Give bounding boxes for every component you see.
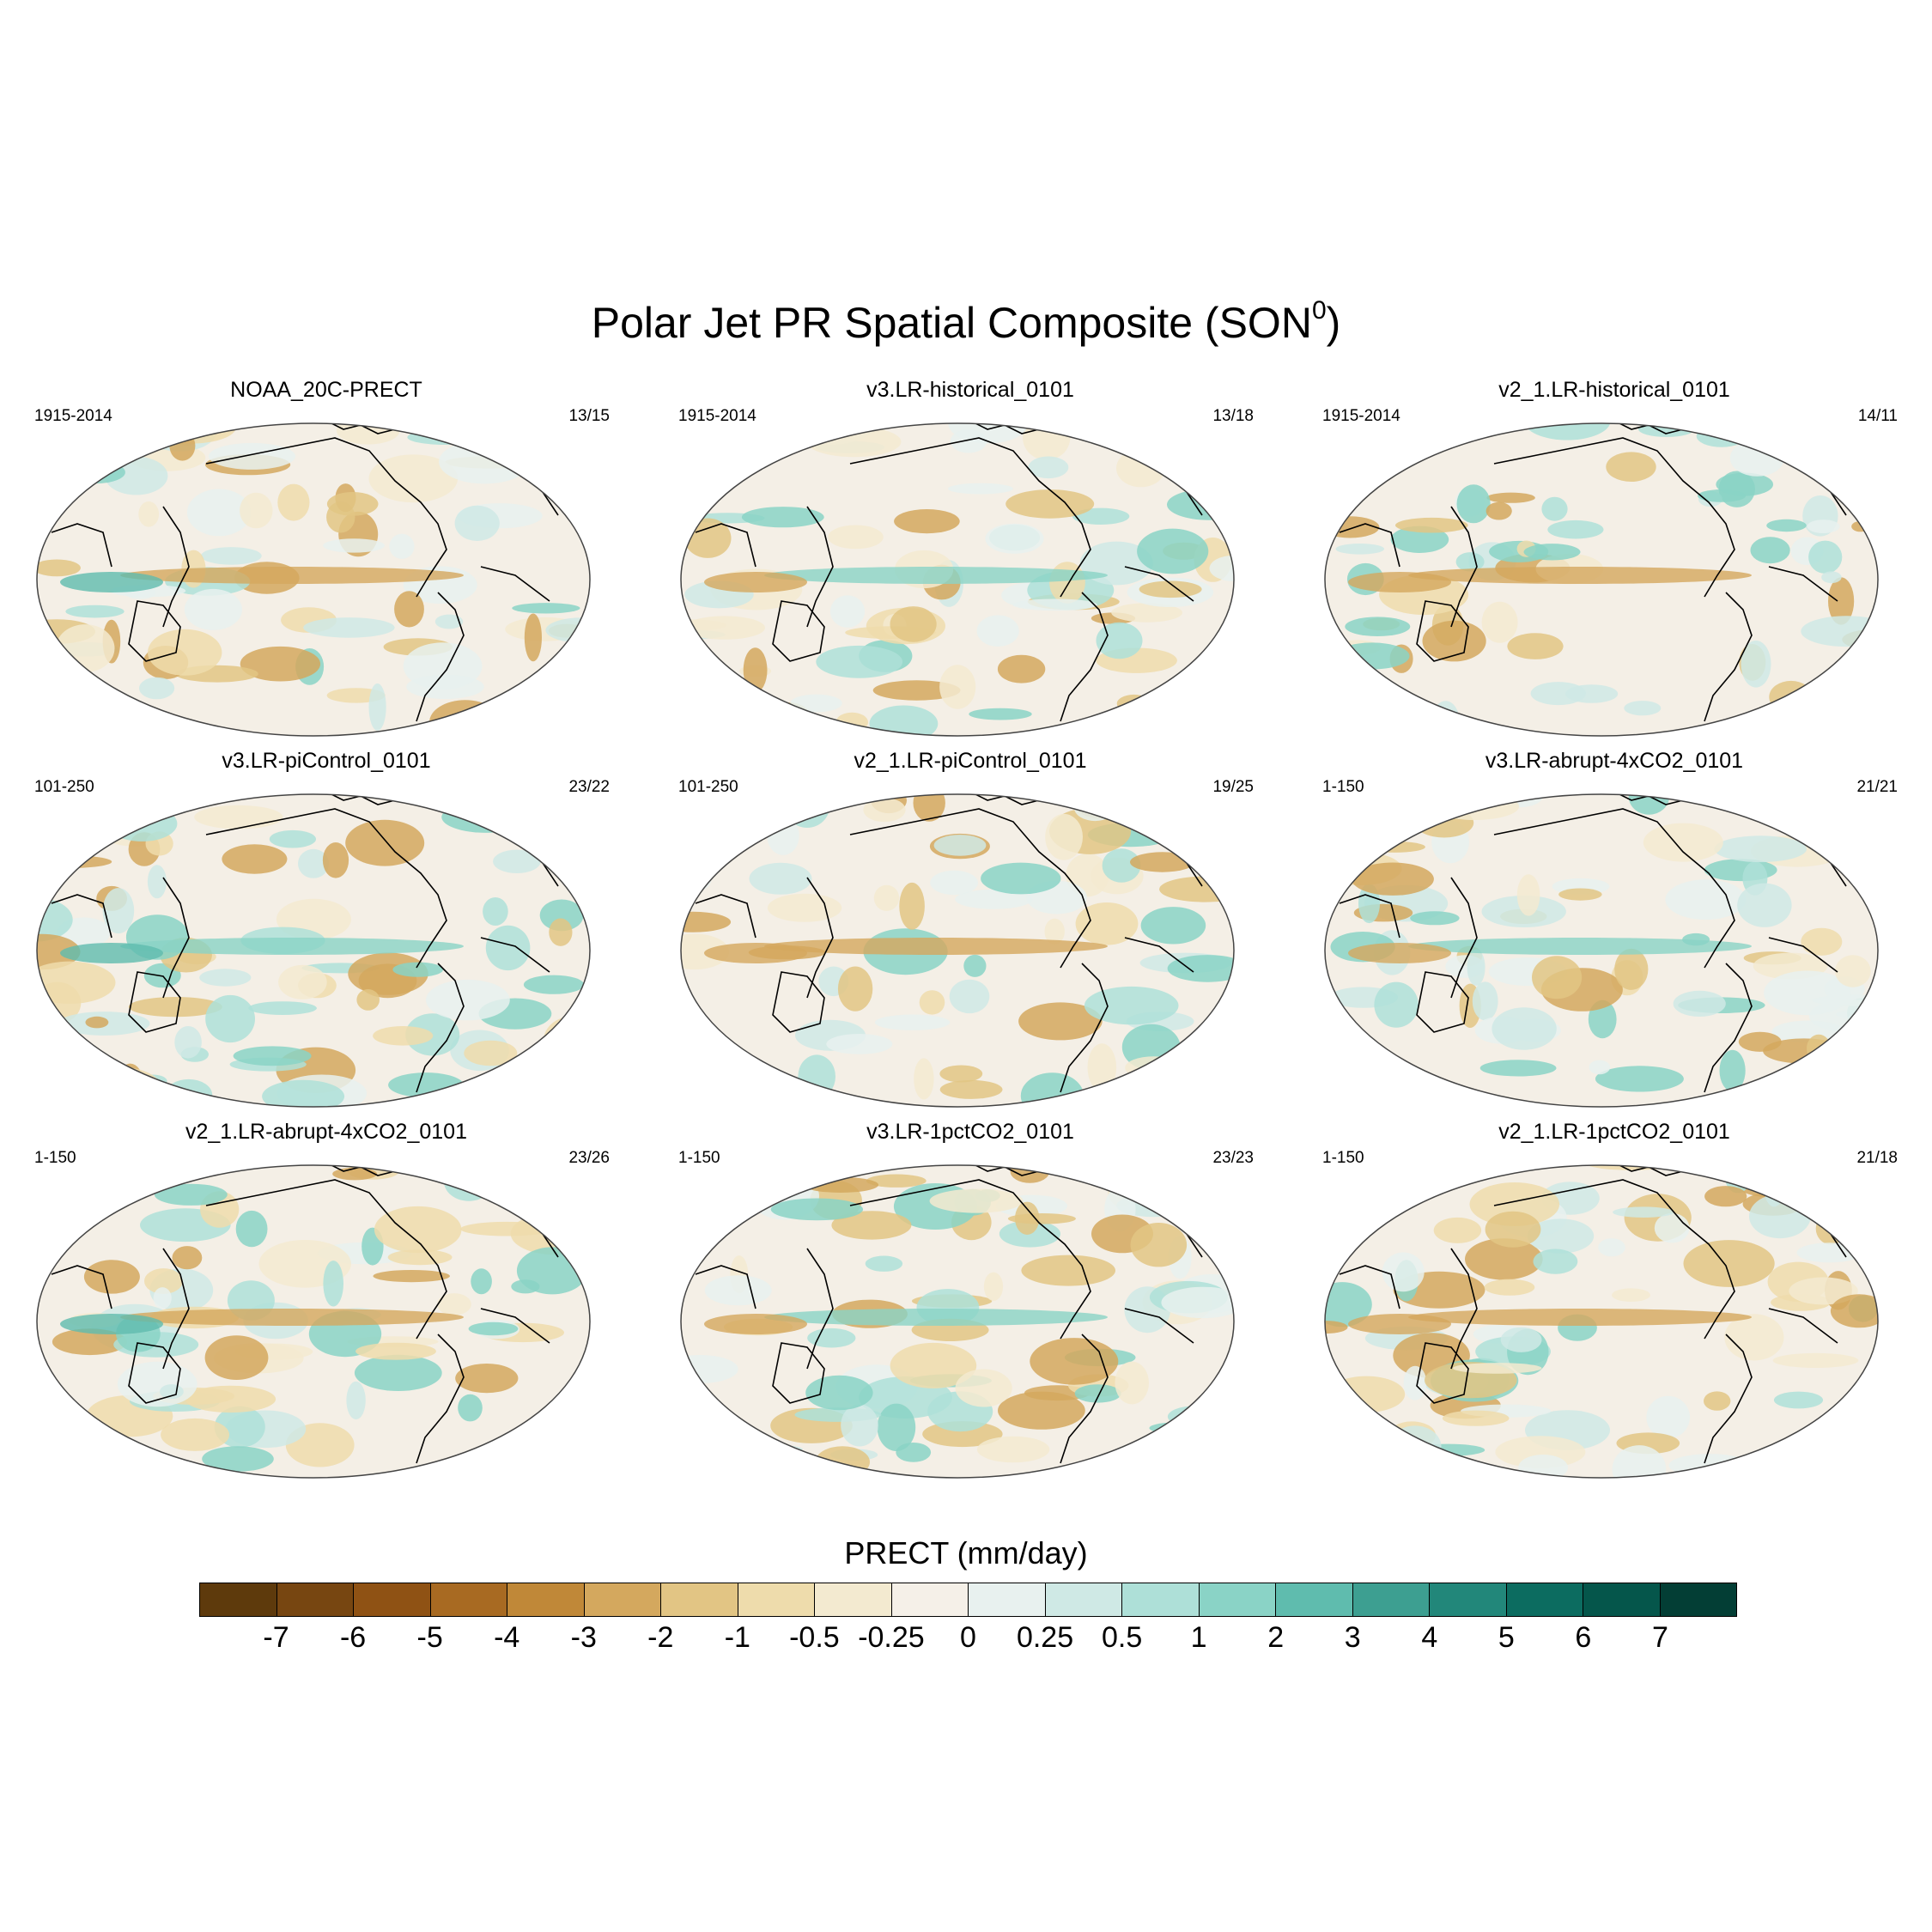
colorbar-box [1430,1583,1507,1616]
panel-title: NOAA_20C-PRECT [230,378,422,402]
colorbar-tick-label: 2 [1267,1621,1285,1654]
colorbar-box [738,1583,815,1616]
colorbar-tick-label: -3 [570,1621,597,1654]
colorbar-box [1506,1583,1583,1616]
panel-year-range: 1-150 [678,1149,720,1167]
map-panel: v3.LR-1pctCO2_0101 1-150 23/23 [678,1120,1262,1480]
colorbar-box [661,1583,738,1616]
panel-year-range: 1-150 [1322,778,1364,796]
map-panel: v2_1.LR-piControl_0101 101-250 19/25 [678,749,1262,1109]
colorbar-tick-label: -5 [416,1621,443,1654]
colorbar-tick-label: 4 [1421,1621,1438,1654]
panel-year-range: 1915-2014 [1322,407,1400,425]
colorbar-box [1045,1583,1122,1616]
map-panel: v2_1.LR-abrupt-4xCO2_0101 1-150 23/26 [34,1120,618,1480]
colorbar-box [1276,1583,1353,1616]
colorbar-box [1352,1583,1430,1616]
panel-year-range: 1-150 [1322,1149,1364,1167]
map-panel: v3.LR-abrupt-4xCO2_0101 1-150 21/21 [1322,749,1906,1109]
colorbar-box [354,1583,431,1616]
colorbar-tick-label: 7 [1651,1621,1668,1654]
panel-year-range: 101-250 [678,778,738,796]
figure-title: Polar Jet PR Spatial Composite (SON0) [591,296,1341,347]
panel-event-count: 23/22 [568,778,610,796]
panel-title: v3.LR-1pctCO2_0101 [866,1120,1074,1144]
colorbar-box [1199,1583,1276,1616]
world-map [680,422,1235,737]
map-panel: v3.LR-historical_0101 1915-2014 13/18 [678,378,1262,738]
panel-year-range: 101-250 [34,778,94,796]
world-map [1324,1164,1879,1479]
world-map [36,793,591,1108]
world-map [36,1164,591,1479]
panel-year-range: 1915-2014 [678,407,756,425]
map-panel: v3.LR-piControl_0101 101-250 23/22 [34,749,618,1109]
colorbar-tick-label: 0.25 [1016,1621,1074,1654]
colorbar-box [276,1583,354,1616]
panel-event-count: 21/21 [1856,778,1898,796]
world-map [680,793,1235,1108]
colorbar-tick-label: 5 [1498,1621,1515,1654]
panel-year-range: 1-150 [34,1149,76,1167]
world-map [680,1164,1235,1479]
map-panel: v2_1.LR-1pctCO2_0101 1-150 21/18 [1322,1120,1906,1480]
colorbar-tick-label: -4 [494,1621,520,1654]
panel-title: v3.LR-piControl_0101 [222,749,431,773]
panel-title: v2_1.LR-piControl_0101 [854,749,1087,773]
colorbar [199,1583,1737,1617]
world-map [1324,422,1879,737]
colorbar-box [507,1583,585,1616]
colorbar-box [584,1583,661,1616]
world-map [1324,793,1879,1108]
colorbar-box [891,1583,969,1616]
panel-year-range: 1915-2014 [34,407,112,425]
panel-event-count: 13/18 [1212,407,1254,425]
colorbar-tick-label: 1 [1190,1621,1207,1654]
panel-event-count: 21/18 [1856,1149,1898,1167]
colorbar-box [430,1583,507,1616]
colorbar-box [1122,1583,1200,1616]
world-map [36,422,591,737]
colorbar-tick-label: -6 [339,1621,367,1654]
colorbar-title: PRECT (mm/day) [844,1535,1088,1571]
colorbar-tick-label: -2 [647,1621,674,1654]
panel-event-count: 23/23 [1212,1149,1254,1167]
panel-event-count: 23/26 [568,1149,610,1167]
colorbar-box [200,1583,277,1616]
colorbar-tick-label: 6 [1575,1621,1592,1654]
colorbar-tick-label: 0.5 [1101,1621,1143,1654]
colorbar-box [1583,1583,1661,1616]
panel-event-count: 13/15 [568,407,610,425]
map-panel: v2_1.LR-historical_0101 1915-2014 14/11 [1322,378,1906,738]
panel-event-count: 14/11 [1857,407,1898,425]
colorbar-tick-label: -0.25 [858,1621,925,1654]
colorbar-box [1660,1583,1736,1616]
colorbar-box [969,1583,1046,1616]
colorbar-tick-label: -1 [724,1621,750,1654]
panel-title: v3.LR-abrupt-4xCO2_0101 [1485,749,1744,773]
map-panel: NOAA_20C-PRECT 1915-2014 13/15 [34,378,618,738]
colorbar-tick-label: 0 [960,1621,976,1654]
panel-title: v2_1.LR-historical_0101 [1498,378,1730,402]
colorbar-tick-label: -0.5 [789,1621,840,1654]
panel-event-count: 19/25 [1212,778,1254,796]
panel-title: v2_1.LR-abrupt-4xCO2_0101 [185,1120,467,1144]
colorbar-tick-label: -7 [263,1621,289,1654]
colorbar-tick-label: 3 [1344,1621,1361,1654]
panel-title: v3.LR-historical_0101 [866,378,1074,402]
panel-title: v2_1.LR-1pctCO2_0101 [1498,1120,1730,1144]
colorbar-box [815,1583,892,1616]
